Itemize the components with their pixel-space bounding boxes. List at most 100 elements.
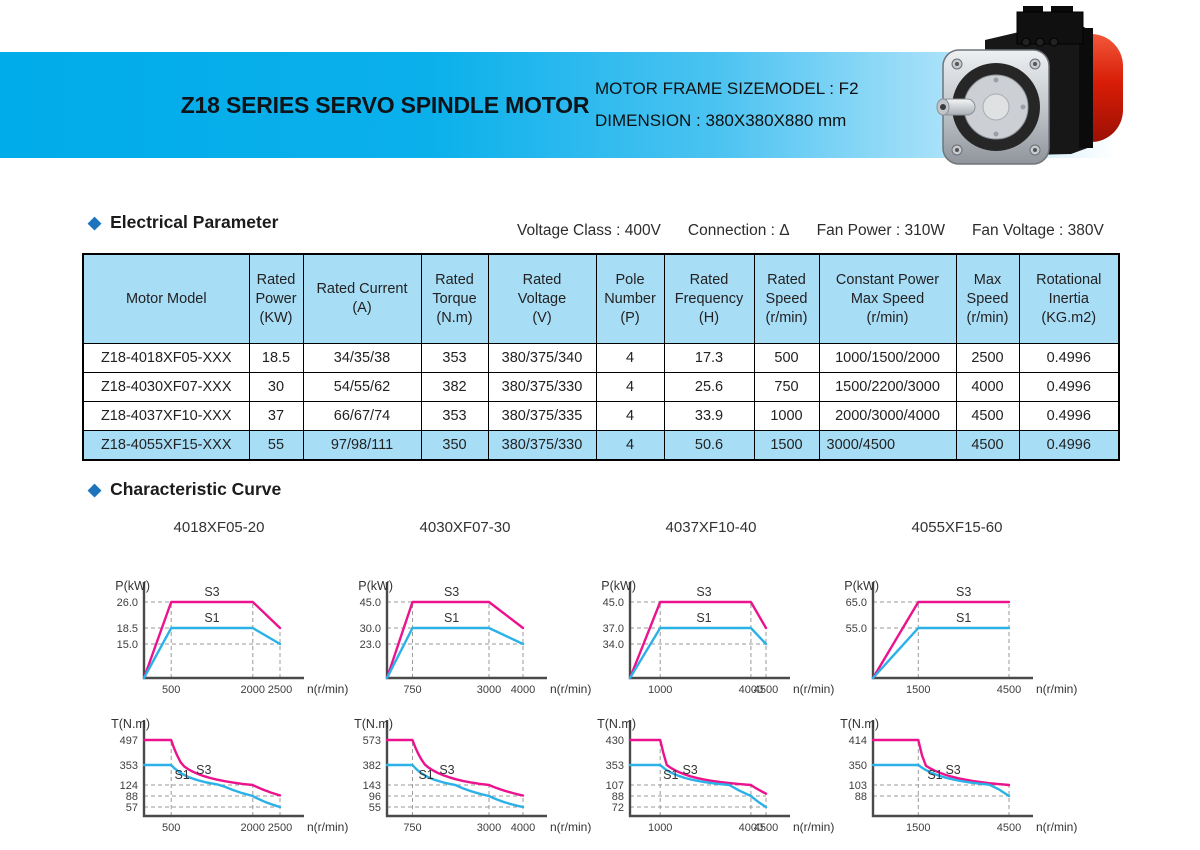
- power-curve-chart-2: S3 S1 45.0 30.0 23.0 750 3000 4000 P(kW) n(r/min): [331, 574, 591, 707]
- table-cell: 50.6: [663, 430, 755, 461]
- table-header-cell: Rated Frequency (H): [663, 253, 755, 344]
- x-axis-label: n(r/min): [550, 820, 591, 834]
- diamond-icon: ◆: [88, 480, 102, 499]
- y-tick-label: 573: [363, 735, 381, 747]
- torque-curve-chart-6: S3 S1 573 382 143 96 55 750 3000 4000 T(N.m) n(r/mi…: [331, 712, 591, 845]
- table-body: Z18-4018XF05-XXX 18.5 34/35/38 353 380/375/3…: [82, 343, 1120, 461]
- table-header-cell: Pole Number (P): [595, 253, 665, 344]
- y-tick-label: 124: [120, 780, 138, 792]
- chart-title: 4055XF15-60: [911, 519, 1003, 536]
- chart-title: 4037XF10-40: [665, 519, 757, 536]
- x-tick-label: 4000: [511, 822, 535, 834]
- y-tick-label: 353: [606, 760, 624, 772]
- s1-curve: [628, 763, 768, 809]
- x-axis-label: n(r/min): [550, 682, 591, 696]
- table-header-cell: Rated Power (KW): [248, 253, 304, 344]
- table-cell: 353: [420, 401, 489, 431]
- torque-curve-chart-7: S3 S1 430 353 107 88 72 1000 4000 4500 T(N.m) n(r/m…: [574, 712, 834, 845]
- s3-curve-label: S3: [956, 585, 971, 599]
- table-cell: 25.6: [663, 372, 755, 402]
- table-cell: 380/375/335: [487, 401, 597, 431]
- x-tick-label: 4500: [754, 822, 778, 834]
- table-cell: 33.9: [663, 401, 755, 431]
- x-tick-label: 4500: [997, 822, 1021, 834]
- x-tick-label: 500: [162, 822, 180, 834]
- chart-titles-row: 4018XF05-20 4030XF07-30 4037XF10-40 4055XF1…: [96, 519, 1080, 536]
- table-cell: 4: [595, 343, 665, 373]
- y-tick-label: 55: [369, 802, 381, 814]
- s3-curve: [628, 738, 768, 795]
- table-cell: 353: [420, 343, 489, 373]
- table-cell: 0.4996: [1018, 401, 1120, 431]
- y-tick-label: 350: [849, 760, 867, 772]
- y-tick-label: 26.0: [117, 597, 138, 609]
- table-row: Z18-4037XF10-XXX 37 66/67/74 353 380/375/335…: [82, 401, 1120, 431]
- x-tick-label: 3000: [477, 822, 501, 834]
- table-cell: 380/375/330: [487, 372, 597, 402]
- power-curve-chart-4: S3 S1 65.0 55.0 1500 4500 P(kW) n(r/min): [817, 574, 1077, 707]
- x-tick-label: 750: [403, 684, 421, 696]
- y-tick-label: 15.0: [117, 639, 138, 651]
- x-axis-label: n(r/min): [1036, 820, 1077, 834]
- s3-curve-label: S3: [444, 585, 459, 599]
- x-axis-label: n(r/min): [793, 682, 834, 696]
- y-axis-label: P(kW): [601, 579, 636, 593]
- x-tick-label: 1500: [906, 684, 930, 696]
- terminal-box: [1016, 6, 1084, 47]
- table-cell: Z18-4055XF15-XXX: [82, 430, 250, 461]
- y-tick-label: 72: [612, 802, 624, 814]
- section-heading-characteristic: ◆ Characteristic Curve: [88, 479, 281, 500]
- y-tick-label: 96: [369, 791, 381, 803]
- chart-title: 4030XF07-30: [419, 519, 511, 536]
- spec-item: Connection : Δ: [687, 222, 790, 239]
- table-cell: 380/375/340: [487, 343, 597, 373]
- s3-curve: [385, 738, 525, 797]
- x-tick-label: 2500: [268, 822, 292, 834]
- s1-curve-label: S1: [444, 611, 459, 625]
- table-cell: 380/375/330: [487, 430, 597, 461]
- front-flange: [942, 49, 1050, 165]
- table-cell: 1000/1500/2000: [818, 343, 957, 373]
- x-tick-label: 500: [162, 684, 180, 696]
- power-curve-chart-1: S3 S1 26.0 18.5 15.0 500 2000 2500 P(kW) n(r/min): [88, 574, 348, 707]
- table-cell: Z18-4037XF10-XXX: [82, 401, 250, 431]
- y-tick-label: 382: [363, 760, 381, 772]
- y-tick-label: 103: [849, 780, 867, 792]
- x-axis-label: n(r/min): [1036, 682, 1077, 696]
- s1-curve-label: S1: [204, 611, 219, 625]
- table-cell: 382: [420, 372, 489, 402]
- table-cell: 1000: [753, 401, 820, 431]
- s1-curve-label: S1: [418, 768, 433, 782]
- table-header-cell: Constant Power Max Speed (r/min): [818, 253, 957, 344]
- table-cell: 97/98/111: [302, 430, 422, 461]
- table-cell: 4000: [955, 372, 1020, 402]
- x-tick-label: 1000: [648, 822, 672, 834]
- table-cell: 18.5: [248, 343, 304, 373]
- y-tick-label: 55.0: [846, 623, 867, 635]
- y-tick-label: 88: [612, 791, 624, 803]
- x-tick-label: 1500: [906, 822, 930, 834]
- table-cell: 500: [753, 343, 820, 373]
- s3-curve: [871, 738, 1011, 787]
- power-charts-row: S3 S1 26.0 18.5 15.0 500 2000 2500 P(kW) n(r/min)…: [88, 574, 1077, 707]
- y-axis-label: P(kW): [844, 579, 879, 593]
- y-tick-label: 414: [849, 735, 867, 747]
- table-cell: 30: [248, 372, 304, 402]
- y-tick-label: 23.0: [360, 639, 381, 651]
- table-cell: 55: [248, 430, 304, 461]
- table-cell: Z18-4030XF07-XXX: [82, 372, 250, 402]
- spec-item: Fan Voltage : 380V: [971, 222, 1104, 239]
- table-header-cell: Rated Speed (r/min): [753, 253, 820, 344]
- table-cell: 2000/3000/4000: [818, 401, 957, 431]
- s1-curve: [871, 626, 1011, 680]
- s1-curve: [385, 763, 525, 809]
- torque-charts-row: S3 S1 497 353 124 88 57 500 2000 2500 T(N.m) n(r/mi…: [88, 712, 1077, 845]
- y-tick-label: 45.0: [603, 597, 624, 609]
- x-tick-label: 3000: [477, 684, 501, 696]
- table-cell: 4: [595, 372, 665, 402]
- torque-curve-chart-8: S3 S1 414 350 103 88 1500 4500 T(N.m) n(r/min): [817, 712, 1077, 845]
- section-title: Electrical Parameter: [110, 212, 279, 232]
- diamond-icon: ◆: [88, 213, 102, 232]
- s3-curve: [385, 600, 525, 680]
- table-header-cell: Rated Torque (N.m): [420, 253, 489, 344]
